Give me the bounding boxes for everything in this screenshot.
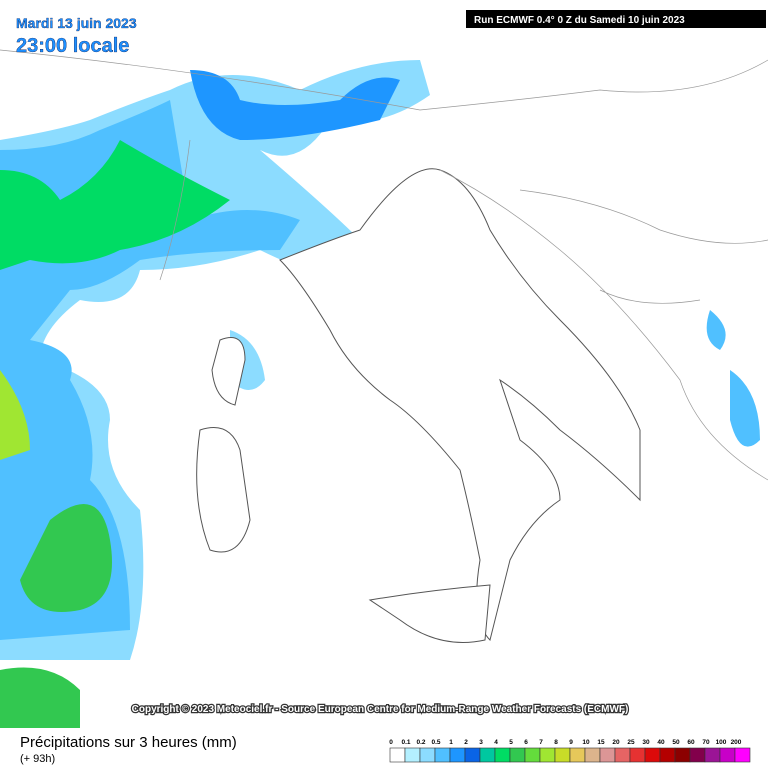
legend-swatch xyxy=(569,747,586,763)
legend-label: 0.1 xyxy=(401,739,410,746)
legend-swatch xyxy=(734,747,751,763)
rain-heavy xyxy=(0,667,80,728)
run-box xyxy=(466,10,766,28)
legend-swatch xyxy=(599,747,616,763)
legend-swatch xyxy=(389,747,406,763)
legend-label: 200 xyxy=(731,739,742,746)
borders xyxy=(0,49,768,481)
footer-title: Précipitations sur 3 heures (mm) xyxy=(20,734,237,751)
time: 23:00 locale xyxy=(16,35,129,57)
corsica xyxy=(211,337,246,406)
legend-label: 1 xyxy=(449,739,453,746)
lead-time: (+ 93h) xyxy=(20,753,55,765)
legend-swatch xyxy=(524,747,541,763)
legend-swatch xyxy=(479,747,496,763)
legend-swatch xyxy=(554,747,571,763)
legend-swatch xyxy=(659,747,676,763)
legend-swatch xyxy=(404,747,421,763)
legend: 0 0.1 0.2 0.5 1 2 3 4 5 6 7 8 9 10 15 20 25 30 40 50 60 70 100… xyxy=(389,739,751,763)
legend-label: 20 xyxy=(612,739,620,746)
run: Run ECMWF 0.4° 0 Z du Samedi 10 juin 202… xyxy=(474,15,685,26)
legend-swatch xyxy=(494,747,511,763)
legend-label: 7 xyxy=(539,739,543,746)
legend-swatch xyxy=(434,747,451,763)
legend-swatch xyxy=(644,747,661,763)
legend-label: 60 xyxy=(687,739,695,746)
legend-swatch xyxy=(674,747,691,763)
sicily xyxy=(368,584,491,643)
legend-swatch xyxy=(539,747,556,763)
map xyxy=(0,49,768,728)
rain-moderate xyxy=(706,310,760,447)
legend-label: 100 xyxy=(716,739,727,746)
legend-swatch xyxy=(509,747,526,763)
copyright: Copyright © 2023 Meteociel.fr - Source E… xyxy=(132,704,629,715)
legend-label: 30 xyxy=(642,739,650,746)
legend-label: 10 xyxy=(582,739,590,746)
legend-swatch xyxy=(464,747,481,763)
legend-label: 4 xyxy=(494,739,498,746)
legend-label: 70 xyxy=(702,739,710,746)
legend-label: 6 xyxy=(524,739,528,746)
legend-label: 9 xyxy=(569,739,573,746)
legend-label: 0.2 xyxy=(416,739,425,746)
legend-swatch xyxy=(584,747,601,763)
rain-heavy xyxy=(0,370,30,460)
legend-label: 3 xyxy=(479,739,483,746)
rain-heavy xyxy=(0,140,230,270)
legend-label: 0 xyxy=(389,739,393,746)
legend-label: 0.5 xyxy=(431,739,440,746)
legend-swatch xyxy=(449,747,466,763)
rain-moderate xyxy=(190,70,400,140)
legend-swatch xyxy=(629,747,646,763)
precipitation xyxy=(0,60,760,728)
italy-coast xyxy=(279,168,641,641)
legend-swatch xyxy=(689,747,706,763)
legend-swatch xyxy=(719,747,736,763)
date: Mardi 13 juin 2023 xyxy=(16,15,137,31)
legend-swatch xyxy=(704,747,721,763)
legend-label: 25 xyxy=(627,739,635,746)
legend-swatch xyxy=(419,747,436,763)
legend-swatch xyxy=(614,747,631,763)
legend-label: 5 xyxy=(509,739,513,746)
legend-label: 2 xyxy=(464,739,468,746)
legend-label: 8 xyxy=(554,739,558,746)
legend-label: 15 xyxy=(597,739,605,746)
rain-heavy xyxy=(20,504,112,612)
legend-label: 50 xyxy=(672,739,680,746)
sardinia xyxy=(196,427,251,553)
legend-label: 40 xyxy=(657,739,665,746)
